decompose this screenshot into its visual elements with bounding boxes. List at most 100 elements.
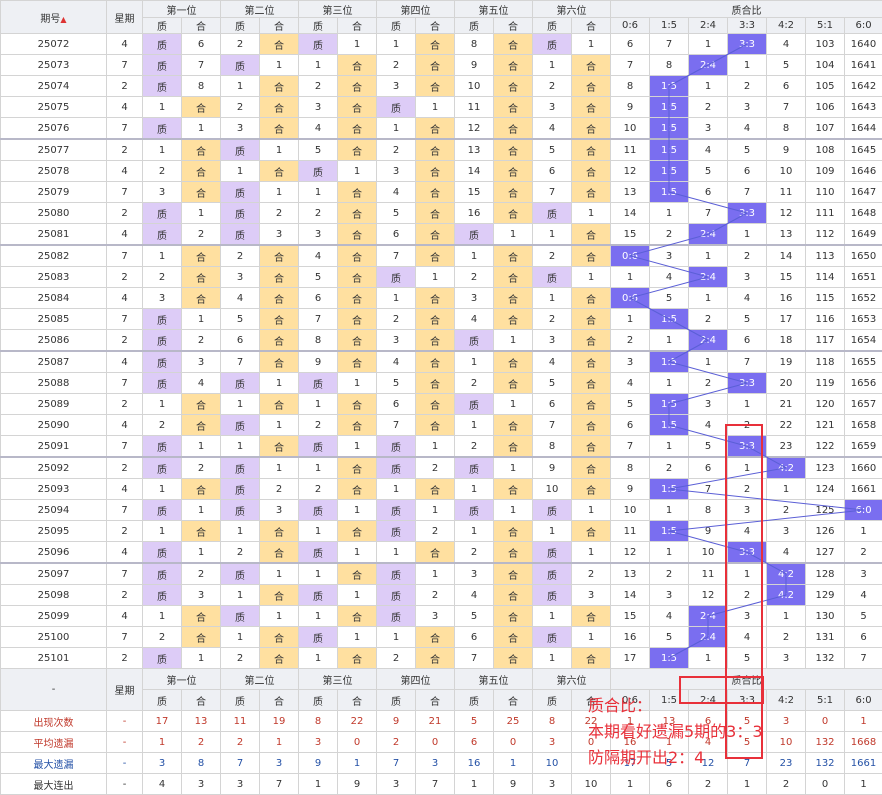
miss-count-cell: 3 [377,76,416,97]
period-cell: 25094 [1,500,107,521]
ratio-miss-cell: 1652 [845,288,882,309]
miss-count-cell: 1 [221,585,260,606]
ratio-miss-cell: 17 [611,648,650,669]
ratio-miss-cell: 23 [767,436,806,458]
miss-count-cell: 1 [260,415,299,436]
ratio-miss-cell: 124 [806,479,845,500]
ratio-miss-cell: 120 [806,394,845,415]
he-hit-cell: 合 [572,97,611,118]
ratio-miss-cell: 1650 [845,245,882,267]
footer-ratio-subheader: 0:6 [611,690,650,711]
miss-count-cell: 1 [455,479,494,500]
zhi-hit-cell: 质 [221,55,260,76]
weekday-cell: 4 [107,161,143,182]
zhi-subheader: 质 [143,18,182,34]
miss-count-cell: 1 [182,118,221,140]
ratio-miss-cell: 1648 [845,203,882,224]
ratio-miss-cell: 9 [611,97,650,118]
ratio-hit-cell: 1:5 [650,309,689,330]
sort-arrow-icon[interactable]: ▲ [60,15,66,24]
miss-count-cell: 7 [455,648,494,669]
stats-value: 16 [455,753,494,774]
zhi-subheader: 质 [299,18,338,34]
zhi-hit-cell: 质 [299,161,338,182]
weekday-cell: 2 [107,203,143,224]
ratio-miss-cell: 18 [767,330,806,352]
he-subheader: 合 [338,18,377,34]
weekday-cell: 7 [107,627,143,648]
he-hit-cell: 合 [182,479,221,500]
ratio-miss-cell: 1660 [845,457,882,479]
ratio-miss-cell: 4 [728,288,767,309]
ratio-miss-cell: 2 [728,585,767,606]
zhi-hit-cell: 质 [533,500,572,521]
he-hit-cell: 合 [416,648,455,669]
miss-count-cell: 2 [572,563,611,585]
miss-count-cell: 2 [533,309,572,330]
he-hit-cell: 合 [338,76,377,97]
zhi-hit-cell: 质 [143,76,182,97]
footer-zhi-subheader: 质 [299,690,338,711]
he-hit-cell: 合 [338,182,377,203]
miss-count-cell: 5 [299,139,338,161]
weekday-cell: 7 [107,309,143,330]
miss-count-cell: 1 [455,351,494,373]
ratio-miss-cell: 106 [806,97,845,118]
miss-count-cell: 10 [533,479,572,500]
ratio-hit-cell: 1:5 [650,415,689,436]
footer-ratio-subheader: 4:2 [767,690,806,711]
zhi-hit-cell: 质 [143,330,182,352]
ratio-miss-cell: 1658 [845,415,882,436]
zhi-hit-cell: 质 [221,457,260,479]
period-cell: 25085 [1,309,107,330]
zhi-hit-cell: 质 [221,373,260,394]
he-hit-cell: 合 [260,542,299,564]
position-header: 第四位 [377,1,455,18]
he-hit-cell: 合 [494,585,533,606]
ratio-subheader: 6:0 [845,18,882,34]
zhi-hit-cell: 质 [299,500,338,521]
ratio-hit-cell: 3:3 [728,373,767,394]
stats-value: 7 [260,774,299,795]
miss-count-cell: 2 [377,139,416,161]
period-header[interactable]: 期号▲ [1,1,107,34]
miss-count-cell: 2 [260,479,299,500]
miss-count-cell: 7 [377,245,416,267]
miss-count-cell: 1 [221,76,260,97]
miss-count-cell: 1 [299,563,338,585]
ratio-miss-cell: 2 [728,479,767,500]
ratio-miss-cell: 8 [689,500,728,521]
miss-count-cell: 3 [182,351,221,373]
he-hit-cell: 合 [494,648,533,669]
ratio-miss-cell: 5 [728,648,767,669]
he-hit-cell: 合 [572,479,611,500]
miss-count-cell: 6 [182,34,221,55]
weekday-cell: 2 [107,648,143,669]
miss-count-cell: 2 [416,457,455,479]
miss-count-cell: 1 [416,97,455,118]
stats-label: 最大连出 [1,774,107,795]
he-hit-cell: 合 [182,521,221,542]
stats-value: 10 [533,753,572,774]
ratio-miss-cell: 6 [689,457,728,479]
he-hit-cell: 合 [338,309,377,330]
ratio-miss-cell: 113 [806,245,845,267]
he-hit-cell: 合 [416,479,455,500]
ratio-miss-cell: 4 [689,415,728,436]
zhi-hit-cell: 质 [221,139,260,161]
ratio-miss-cell: 7 [611,436,650,458]
weekday-cell: 4 [107,542,143,564]
stats-value: 3 [767,711,806,732]
stats-value: 6 [689,711,728,732]
he-hit-cell: 合 [416,203,455,224]
stats-value: 0 [572,732,611,753]
ratio-miss-cell: 8 [611,76,650,97]
ratio-miss-cell: 1661 [845,479,882,500]
zhi-hit-cell: 质 [221,500,260,521]
zhi-subheader: 质 [533,18,572,34]
ratio-miss-cell: 1 [650,436,689,458]
he-hit-cell: 合 [494,351,533,373]
zhi-hit-cell: 质 [143,203,182,224]
